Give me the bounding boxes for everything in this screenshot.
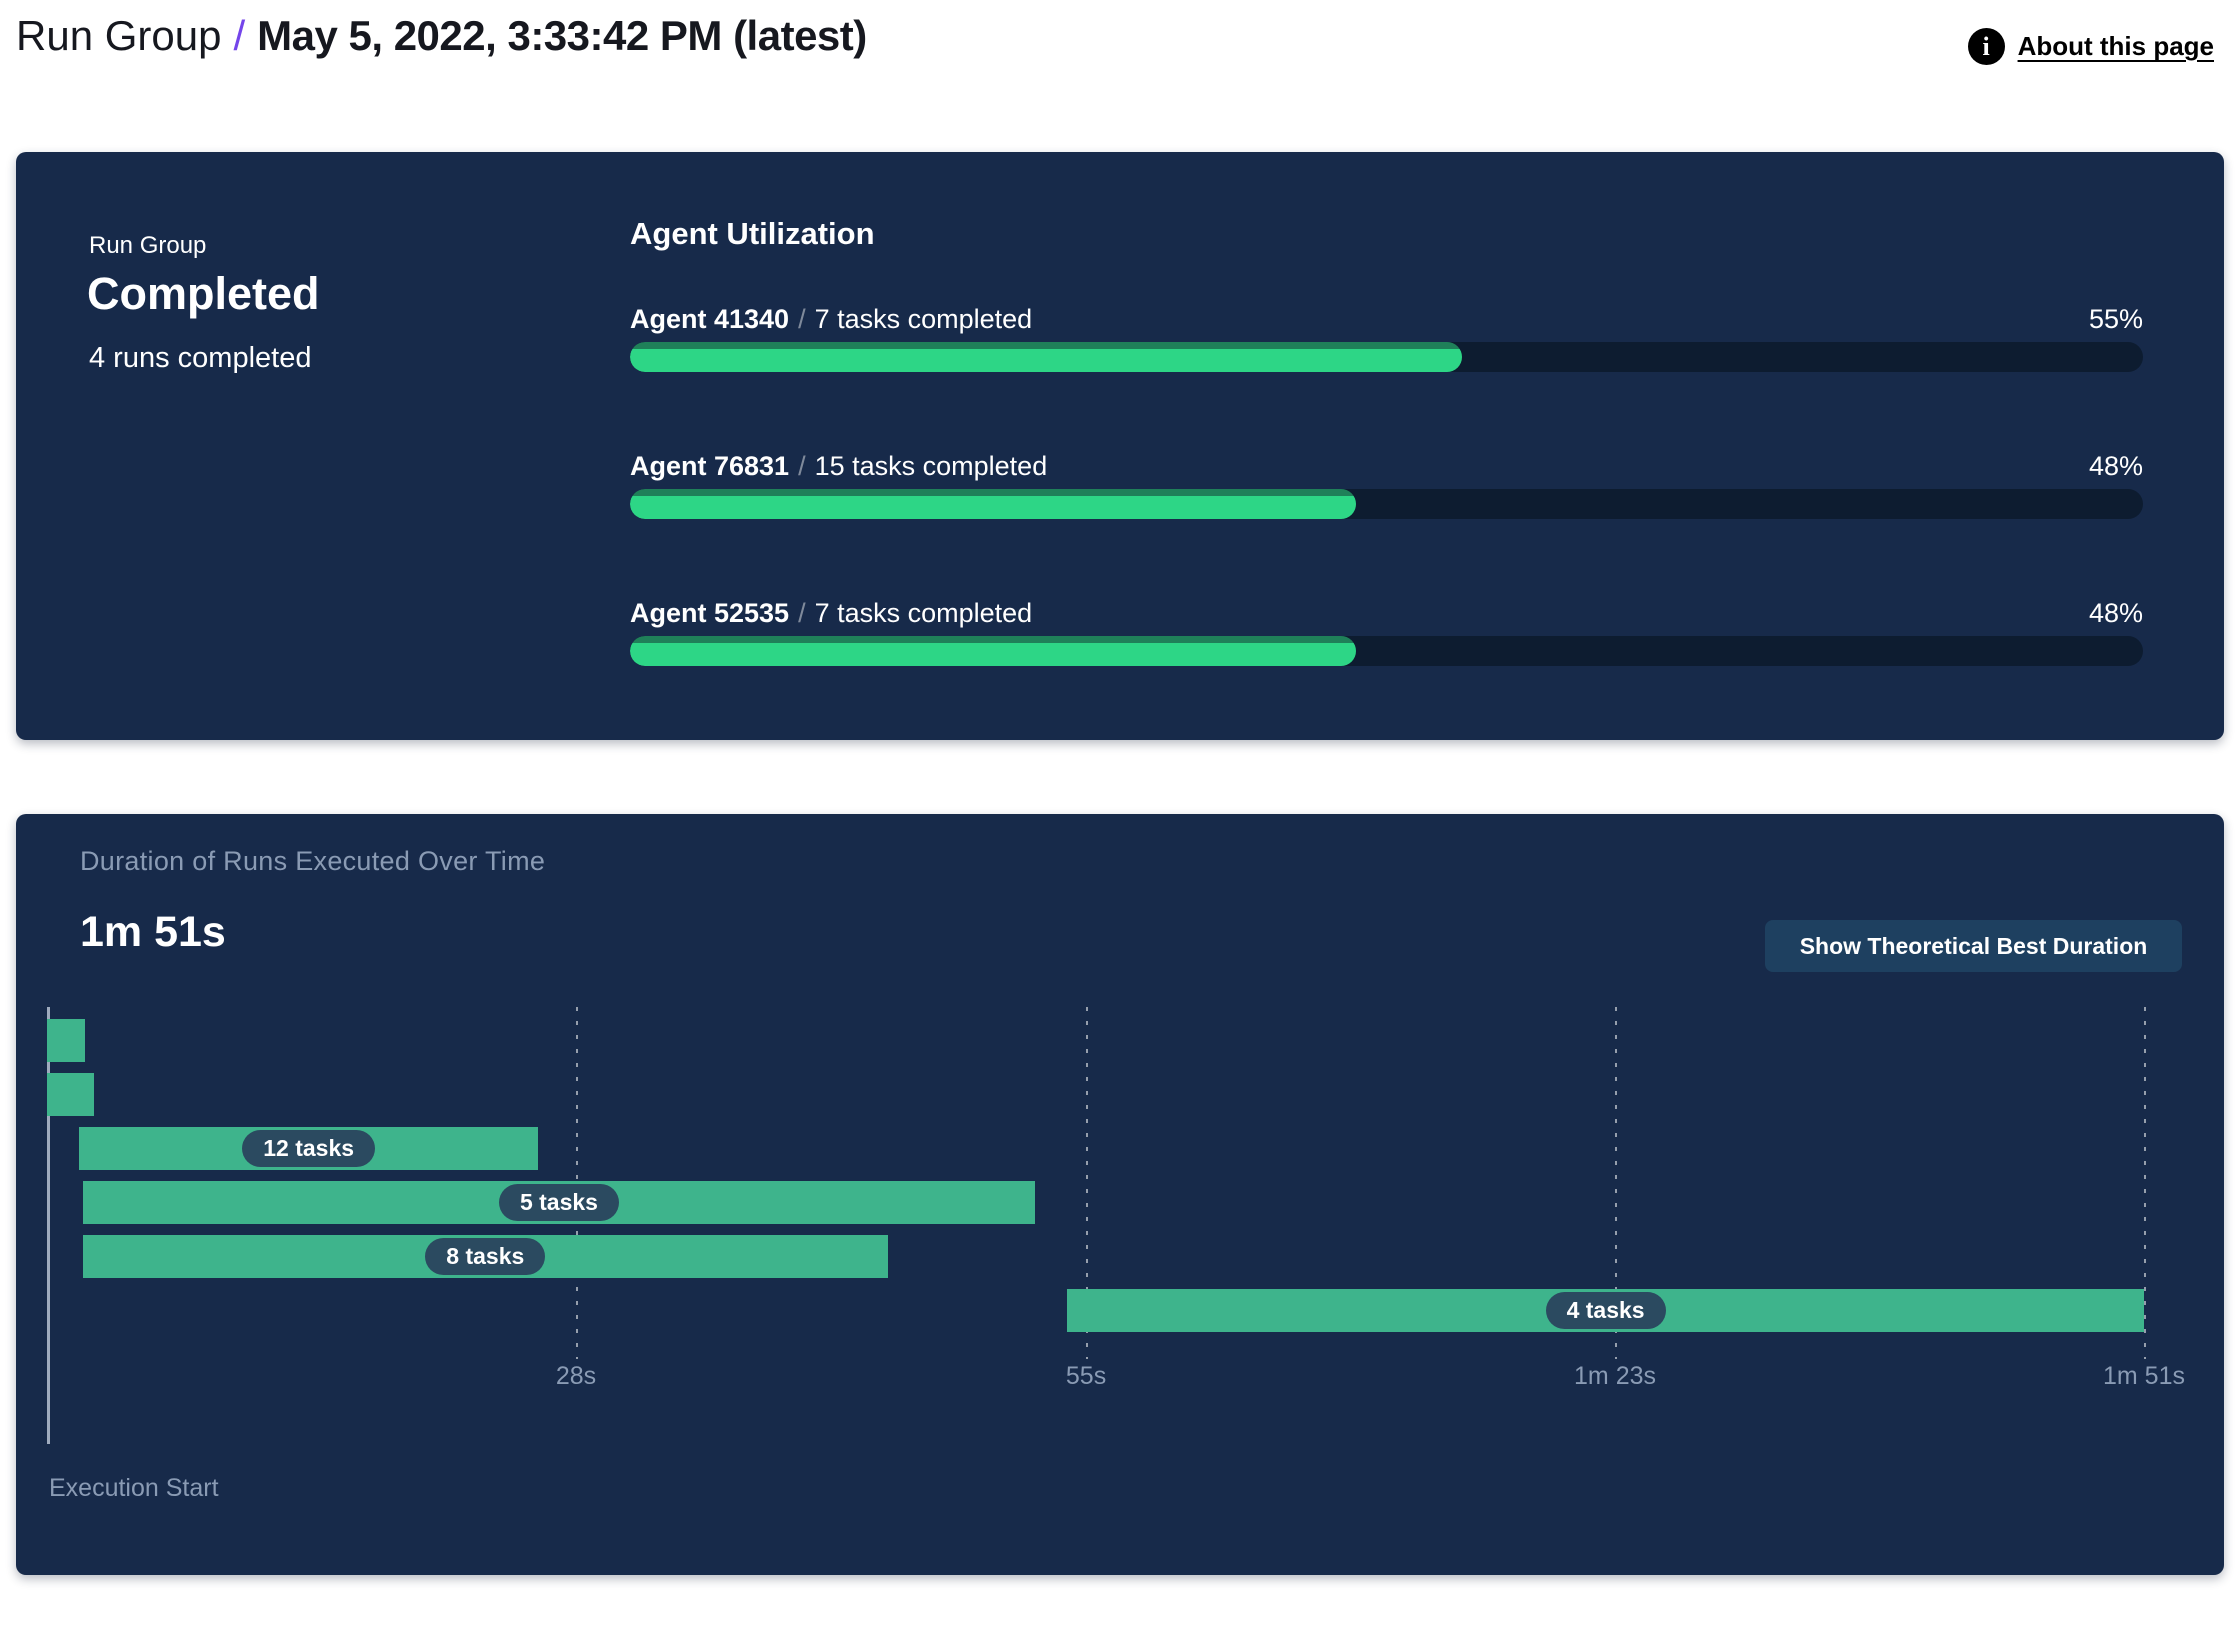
task-count-pill: 5 tasks [498, 1184, 619, 1221]
task-count-pill: 8 tasks [425, 1238, 546, 1275]
run-group-summary-panel: Run Group Completed 4 runs completed Age… [16, 152, 2224, 740]
show-theoretical-best-duration-button[interactable]: Show Theoretical Best Duration [1765, 920, 2182, 972]
gridline [1086, 1007, 1089, 1359]
gridline [2144, 1007, 2146, 1359]
agent-utilization-percent: 48% [2088, 598, 2143, 628]
agent-tasks-completed: 7 tasks completed [814, 598, 1033, 628]
breadcrumb-root[interactable]: Run Group [16, 12, 222, 59]
agent-utilization-percent: 55% [2088, 304, 2143, 334]
x-tick-label: 1m 51s [2103, 1362, 2185, 1390]
runs-completed-text: 4 runs completed [89, 342, 312, 374]
gantt-bar[interactable]: 8 tasks [82, 1235, 888, 1278]
agent-utilization-bar-track [630, 636, 2143, 666]
agent-row-label: Agent 41340 / 7 tasks completed 55% [630, 302, 2143, 336]
agent-row-label: Agent 76831 / 15 tasks completed 48% [630, 449, 2143, 483]
agent-row: Agent 76831 / 15 tasks completed 48% [630, 449, 2143, 519]
run-group-label: Run Group [89, 232, 207, 259]
agent-tasks-completed: 7 tasks completed [814, 304, 1033, 334]
agent-row-label: Agent 52535 / 7 tasks completed 48% [630, 596, 2143, 630]
x-tick-label: 1m 23s [1574, 1362, 1657, 1390]
agent-utilization-percent: 48% [2088, 451, 2143, 481]
x-tick-label: 28s [555, 1362, 597, 1390]
agent-name: Agent 76831 [630, 451, 790, 481]
gantt-bar[interactable]: 4 tasks [1067, 1289, 2144, 1332]
x-tick-label: 55s [1065, 1362, 1107, 1390]
agent-utilization-bar-fill [630, 636, 1357, 666]
about-this-page-link[interactable]: i About this page [1967, 28, 2214, 65]
task-count-pill: 4 tasks [1545, 1292, 1666, 1329]
agent-utilization-bar-track [630, 342, 2143, 372]
agent-row: Agent 41340 / 7 tasks completed 55% [630, 302, 2143, 372]
page-title: May 5, 2022, 3:33:42 PM (latest) [257, 12, 867, 59]
gantt-bar[interactable]: 12 tasks [79, 1127, 539, 1170]
agent-utilization-bar-track [630, 489, 2143, 519]
breadcrumb: Run Group / May 5, 2022, 3:33:42 PM (lates… [16, 12, 867, 60]
agent-label-separator: / [798, 451, 806, 481]
gantt-bar[interactable]: 5 tasks [82, 1181, 1036, 1224]
info-icon: i [1967, 28, 2005, 65]
duration-panel: Duration of Runs Executed Over Time 1m 5… [16, 814, 2224, 1575]
agent-utilization-heading: Agent Utilization [630, 216, 875, 251]
total-duration-value: 1m 51s [80, 908, 226, 956]
about-link-label: About this page [2017, 31, 2214, 61]
agent-utilization-bar-fill [630, 342, 1463, 372]
execution-start-axis-line [47, 1007, 50, 1444]
gantt-chart: 12 tasks 5 tasks 8 tasks 4 tasks 28s 55s 1m 2… [16, 814, 2224, 1575]
execution-start-label: Execution Start [49, 1474, 219, 1502]
gantt-bar[interactable] [47, 1073, 95, 1116]
agent-label-separator: / [798, 598, 806, 628]
agent-label-separator: / [798, 304, 806, 334]
agent-name: Agent 52535 [630, 598, 790, 628]
agent-utilization-bar-fill [630, 489, 1357, 519]
gantt-bar[interactable] [47, 1019, 85, 1062]
agent-row: Agent 52535 / 7 tasks completed 48% [630, 596, 2143, 666]
gridline [1615, 1007, 1618, 1359]
agent-name: Agent 41340 [630, 304, 790, 334]
agent-tasks-completed: 15 tasks completed [814, 451, 1048, 481]
run-group-status: Completed [87, 268, 320, 319]
task-count-pill: 12 tasks [242, 1130, 376, 1167]
duration-chart-title: Duration of Runs Executed Over Time [80, 846, 546, 876]
breadcrumb-separator: / [233, 12, 246, 59]
